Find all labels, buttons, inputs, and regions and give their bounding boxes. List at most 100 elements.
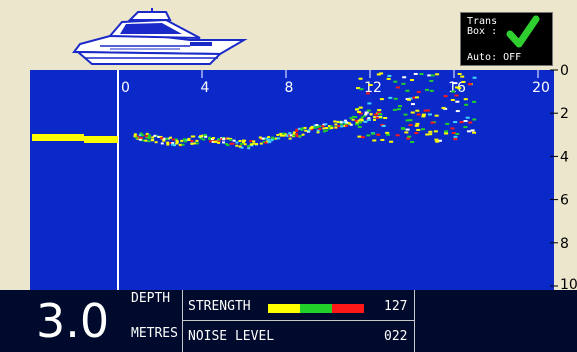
divider <box>414 290 415 352</box>
echo-pixel <box>409 97 414 100</box>
echo-pixel <box>181 143 185 146</box>
echo-pixel <box>184 140 188 143</box>
echo-pixel <box>274 137 278 140</box>
echo-pixel <box>295 133 299 136</box>
echo-pixel <box>159 135 163 138</box>
echo-pixel <box>195 142 199 145</box>
echo-pixel <box>381 124 386 127</box>
echo-pixel <box>408 124 413 127</box>
echo-pixel <box>364 111 369 114</box>
echo-pixel <box>147 140 151 143</box>
echo-pixel <box>144 135 148 138</box>
transducer-status-box[interactable]: Trans Box : Auto: OFF <box>460 12 553 66</box>
echo-pixel <box>324 129 328 132</box>
echo-pixel <box>355 108 360 111</box>
echo-pixel <box>207 137 211 140</box>
scale-tick-label: 8 <box>285 80 294 96</box>
echo-pixel <box>414 96 419 99</box>
echo-pixel <box>405 128 410 131</box>
sonar-echo-returns <box>133 72 477 150</box>
echo-pixel <box>443 95 448 98</box>
echo-pixel <box>151 136 155 139</box>
echo-pixel <box>295 130 299 133</box>
echo-pixel <box>421 115 426 118</box>
echo-pixel <box>363 114 367 117</box>
echo-pixel <box>265 137 269 140</box>
echo-pixel <box>355 121 359 124</box>
echo-pixel <box>460 75 465 78</box>
echo-pixel <box>376 133 381 136</box>
echo-pixel <box>169 142 173 145</box>
echo-pixel <box>282 134 286 137</box>
echo-pixel <box>268 141 272 144</box>
echo-pixel <box>339 123 343 126</box>
echo-pixel <box>171 138 175 141</box>
echo-pixel <box>355 123 360 126</box>
echo-pixel <box>444 132 449 135</box>
echo-pixel <box>145 136 149 139</box>
echo-pixel <box>416 128 421 131</box>
echo-pixel <box>235 141 239 144</box>
echo-pixel <box>342 121 346 124</box>
echo-pixel <box>261 137 265 140</box>
echo-pixel <box>363 120 368 123</box>
scale-tick-label: 12 <box>364 80 382 96</box>
echo-pixel <box>367 117 371 120</box>
echo-pixel <box>434 138 439 141</box>
echo-pixel <box>183 138 187 141</box>
echo-pixel <box>279 134 283 137</box>
echo-pixel <box>136 135 140 138</box>
echo-pixel <box>364 113 368 116</box>
echo-pixel <box>451 132 456 135</box>
echo-pixel <box>397 108 402 111</box>
noise-level-label: NOISE LEVEL <box>188 329 275 344</box>
echo-pixel <box>258 136 262 139</box>
echo-pixel <box>466 130 471 133</box>
echo-pixel <box>264 141 268 144</box>
echo-pixel <box>144 139 148 142</box>
echo-pixel <box>453 82 458 85</box>
echo-pixel <box>255 143 259 146</box>
strength-segment <box>284 304 300 313</box>
echo-pixel <box>414 124 419 127</box>
echo-pixel <box>339 121 343 124</box>
echo-pixel <box>165 137 169 140</box>
echo-pixel <box>430 74 435 77</box>
echo-pixel <box>204 135 208 138</box>
echo-pixel <box>400 127 405 130</box>
echo-pixel <box>385 131 390 134</box>
strength-label: STRENGTH <box>188 299 251 314</box>
echo-pixel <box>276 133 280 136</box>
depth-tick-label: 4 <box>560 149 569 165</box>
echo-pixel <box>316 131 320 134</box>
echo-pixel <box>451 90 456 93</box>
echo-pixel <box>322 130 326 133</box>
echo-pixel <box>470 129 475 132</box>
echo-pixel <box>147 135 151 138</box>
echo-pixel <box>334 123 338 126</box>
echo-pixel <box>419 73 424 76</box>
echo-pixel <box>453 121 458 124</box>
echo-pixel <box>348 122 352 125</box>
echo-pixel <box>217 139 221 142</box>
echo-pixel <box>199 135 203 138</box>
echo-pixel <box>315 124 319 127</box>
echo-pixel <box>373 113 378 116</box>
echo-pixel <box>416 113 421 116</box>
echo-pixel <box>202 138 206 141</box>
echo-pixel <box>415 109 420 112</box>
echo-pixel <box>259 137 263 140</box>
echo-pixel <box>249 143 253 146</box>
echo-pixel <box>240 142 244 145</box>
echo-pixel <box>163 137 167 140</box>
echo-pixel <box>160 142 164 145</box>
echo-pixel <box>157 135 161 138</box>
echo-pixel <box>369 113 373 116</box>
echo-pixel <box>425 133 430 136</box>
echo-pixel <box>410 103 415 106</box>
echo-pixel <box>407 135 412 138</box>
echo-pixel <box>337 121 341 124</box>
strength-segment <box>268 304 284 313</box>
echo-pixel <box>175 141 179 144</box>
